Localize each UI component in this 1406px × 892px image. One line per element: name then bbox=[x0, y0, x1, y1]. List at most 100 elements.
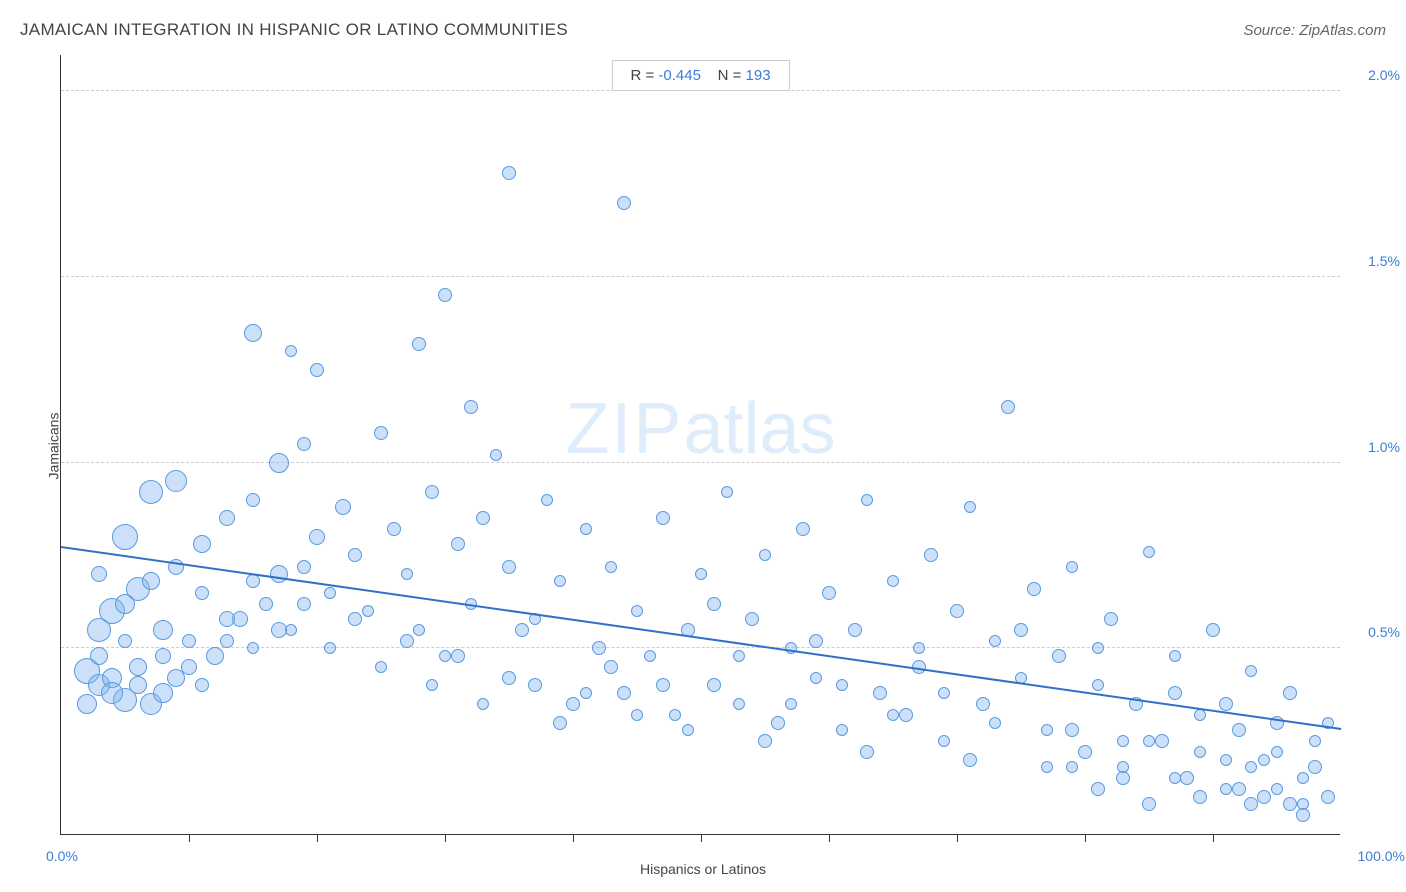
data-point bbox=[297, 560, 311, 574]
data-point bbox=[553, 716, 567, 730]
data-point bbox=[1092, 679, 1104, 691]
data-point bbox=[153, 620, 173, 640]
data-point bbox=[1001, 400, 1015, 414]
data-point bbox=[502, 671, 516, 685]
data-point bbox=[1169, 772, 1181, 784]
chart-title: JAMAICAN INTEGRATION IN HISPANIC OR LATI… bbox=[20, 20, 568, 40]
source-attribution: Source: ZipAtlas.com bbox=[1243, 22, 1386, 39]
data-point bbox=[490, 449, 502, 461]
data-point bbox=[938, 735, 950, 747]
data-point bbox=[271, 622, 287, 638]
data-point bbox=[1180, 771, 1194, 785]
data-point bbox=[412, 337, 426, 351]
data-point bbox=[246, 574, 260, 588]
data-point bbox=[1271, 746, 1283, 758]
data-point bbox=[592, 641, 606, 655]
data-point bbox=[836, 724, 848, 736]
watermark-light: atlas bbox=[683, 389, 835, 469]
data-point bbox=[1065, 723, 1079, 737]
data-point bbox=[733, 698, 745, 710]
data-point bbox=[938, 687, 950, 699]
x-tick bbox=[701, 834, 702, 842]
data-point bbox=[656, 511, 670, 525]
data-point bbox=[1041, 761, 1053, 773]
data-point bbox=[1155, 734, 1169, 748]
data-point bbox=[139, 480, 163, 504]
data-point bbox=[195, 586, 209, 600]
data-point bbox=[1309, 735, 1321, 747]
data-point bbox=[1194, 709, 1206, 721]
data-point bbox=[193, 535, 211, 553]
data-point bbox=[1143, 546, 1155, 558]
data-point bbox=[656, 678, 670, 692]
data-point bbox=[1116, 771, 1130, 785]
data-point bbox=[181, 659, 197, 675]
data-point bbox=[220, 634, 234, 648]
data-point bbox=[1194, 746, 1206, 758]
data-point bbox=[324, 587, 336, 599]
data-point bbox=[285, 345, 297, 357]
data-point bbox=[413, 624, 425, 636]
data-point bbox=[206, 647, 224, 665]
data-point bbox=[924, 548, 938, 562]
data-point bbox=[809, 634, 823, 648]
data-point bbox=[1232, 782, 1246, 796]
data-point bbox=[745, 612, 759, 626]
data-point bbox=[425, 485, 439, 499]
data-point bbox=[1052, 649, 1066, 663]
data-point bbox=[1283, 797, 1297, 811]
data-point bbox=[451, 649, 465, 663]
watermark: ZIPatlas bbox=[565, 388, 835, 470]
data-point bbox=[324, 642, 336, 654]
data-point bbox=[976, 697, 990, 711]
data-point bbox=[604, 660, 618, 674]
data-point bbox=[822, 586, 836, 600]
r-value: -0.445 bbox=[658, 67, 701, 84]
data-point bbox=[1066, 761, 1078, 773]
x-tick bbox=[573, 834, 574, 842]
data-point bbox=[963, 753, 977, 767]
data-point bbox=[259, 597, 273, 611]
y-tick-label: 2.0% bbox=[1345, 67, 1400, 83]
data-point bbox=[362, 605, 374, 617]
x-tick bbox=[317, 834, 318, 842]
data-point bbox=[1014, 623, 1028, 637]
data-point bbox=[617, 196, 631, 210]
data-point bbox=[899, 708, 913, 722]
data-point bbox=[631, 709, 643, 721]
data-point bbox=[1321, 790, 1335, 804]
data-point bbox=[1271, 783, 1283, 795]
data-point bbox=[155, 648, 171, 664]
y-tick-label: 1.5% bbox=[1345, 253, 1400, 269]
data-point bbox=[1169, 650, 1181, 662]
data-point bbox=[87, 618, 111, 642]
n-value: 193 bbox=[746, 67, 771, 84]
data-point bbox=[758, 734, 772, 748]
data-point bbox=[219, 611, 235, 627]
data-point bbox=[1027, 582, 1041, 596]
x-tick-max: 100.0% bbox=[1358, 848, 1405, 864]
data-point bbox=[796, 522, 810, 536]
x-tick bbox=[1213, 834, 1214, 842]
data-point bbox=[1219, 697, 1233, 711]
data-point bbox=[195, 678, 209, 692]
data-point bbox=[580, 523, 592, 535]
data-point bbox=[1244, 797, 1258, 811]
data-point bbox=[464, 400, 478, 414]
data-point bbox=[247, 642, 259, 654]
data-point bbox=[310, 363, 324, 377]
data-point bbox=[77, 694, 97, 714]
data-point bbox=[836, 679, 848, 691]
data-point bbox=[246, 493, 260, 507]
data-point bbox=[1220, 754, 1232, 766]
data-point bbox=[90, 647, 108, 665]
data-point bbox=[426, 679, 438, 691]
data-point bbox=[1232, 723, 1246, 737]
data-point bbox=[400, 634, 414, 648]
data-point bbox=[733, 650, 745, 662]
data-point bbox=[528, 678, 542, 692]
data-point bbox=[101, 682, 123, 704]
x-tick-min: 0.0% bbox=[46, 848, 78, 864]
y-tick-label: 0.5% bbox=[1345, 624, 1400, 640]
x-tick bbox=[829, 834, 830, 842]
